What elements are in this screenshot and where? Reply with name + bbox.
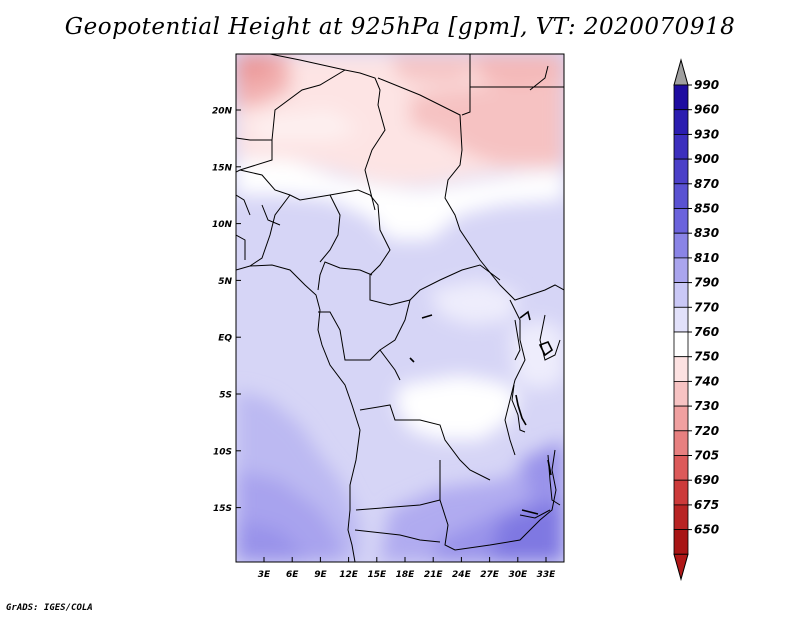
colorbar-label: 760 (694, 325, 719, 339)
colorbar-label: 675 (694, 498, 719, 512)
colorbar-swatch (673, 504, 689, 530)
colorbar-swatch (673, 356, 689, 382)
lat-label: 15N (212, 163, 233, 173)
longitude-axis: 3E 6E 9E 12E 15E 18E 21E 24E 27E 30E 33E (258, 557, 556, 580)
map-frame (235, 53, 565, 563)
lat-label: 5N (218, 277, 232, 287)
lon-label: 30E (508, 570, 528, 580)
colorbar-swatch (673, 208, 689, 234)
colorbar-swatch (673, 479, 689, 506)
lakes (409, 310, 554, 515)
colorbar-label: 750 (694, 350, 719, 364)
colorbar-label: 930 (694, 127, 719, 141)
colorbar-label: 770 (694, 300, 719, 314)
lon-label: 24E (452, 570, 472, 580)
lat-label: EQ (218, 334, 232, 344)
colorbar-label: 720 (694, 424, 719, 438)
page-title: Geopotential Height at 925hPa [gpm], VT:… (64, 14, 736, 40)
colorbar-swatch (673, 306, 689, 333)
lat-label: 15S (213, 504, 232, 514)
colorbar-label: 790 (694, 276, 719, 290)
colorbar-swatch (673, 380, 689, 407)
colorbar-label: 810 (694, 251, 719, 265)
colorbar-swatch (673, 183, 689, 209)
colorbar-label: 830 (694, 226, 719, 240)
colorbar-swatch (673, 529, 689, 555)
colorbar-bottom-arrow (673, 553, 689, 582)
map-panel (236, 54, 564, 562)
colorbar-swatch (673, 84, 689, 111)
footer-credit: GrADS: IGES/COLA (6, 603, 93, 613)
colorbar-swatch (673, 282, 689, 308)
colorbar-swatch (673, 430, 689, 456)
lon-label: 33E (537, 570, 557, 580)
colorbar-swatch (673, 455, 689, 481)
colorbar-swatch (673, 405, 689, 432)
colorbar-top-arrow (673, 58, 689, 86)
colorbar-label: 870 (694, 177, 719, 191)
coastline-borders (236, 54, 564, 562)
colorbar-label: 960 (694, 103, 719, 117)
colorbar-label: 705 (694, 449, 719, 463)
lon-label: 3E (258, 570, 271, 580)
lon-label: 15E (367, 570, 387, 580)
colorbar: 990 960 930 900 870 850 830 810 790 770 760 750 740 7… (673, 58, 719, 582)
colorbar-label: 740 (694, 374, 719, 388)
colorbar-swatch (673, 109, 689, 135)
lat-label: 5S (219, 391, 232, 401)
lat-label: 20N (212, 107, 233, 117)
lon-label: 27E (480, 570, 500, 580)
colorbar-swatch (673, 232, 689, 259)
colorbar-label: 650 (694, 523, 719, 537)
lat-label: 10S (213, 447, 232, 457)
lon-label: 12E (339, 570, 359, 580)
colorbar-label: 900 (694, 152, 719, 166)
lon-label: 21E (424, 570, 444, 580)
colorbar-swatch (673, 158, 689, 185)
lon-label: 6E (286, 570, 299, 580)
colorbar-swatch (673, 331, 689, 358)
colorbar-label: 690 (694, 473, 719, 487)
colorbar-label: 990 (694, 78, 719, 92)
colorbar-swatch (673, 257, 689, 283)
colorbar-label: 730 (694, 399, 719, 413)
colorbar-swatch (673, 133, 689, 160)
lon-label: 18E (396, 570, 416, 580)
colorbar-label: 850 (694, 202, 719, 216)
latitude-axis: 20N 15N 10N 5N EQ 5S 10S 15S (212, 107, 241, 514)
lat-label: 10N (212, 220, 233, 230)
lon-label: 9E (314, 570, 327, 580)
